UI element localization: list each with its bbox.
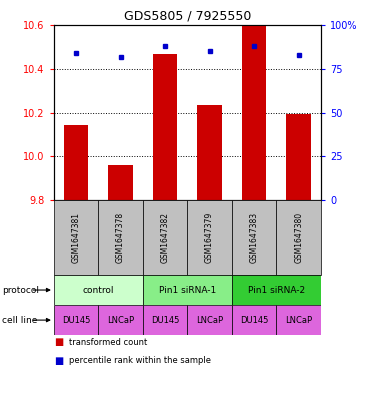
Text: Pin1 siRNA-1: Pin1 siRNA-1 xyxy=(159,286,216,294)
Text: GSM1647382: GSM1647382 xyxy=(161,212,170,263)
Bar xyxy=(98,305,143,335)
Bar xyxy=(143,305,187,335)
Text: DU145: DU145 xyxy=(62,316,90,325)
Text: DU145: DU145 xyxy=(151,316,179,325)
Bar xyxy=(108,165,133,200)
Text: DU145: DU145 xyxy=(240,316,268,325)
Bar xyxy=(187,305,232,335)
Bar xyxy=(64,125,88,200)
Bar xyxy=(242,26,266,200)
Text: GSM1647380: GSM1647380 xyxy=(294,212,303,263)
Text: protocol: protocol xyxy=(2,286,39,294)
Bar xyxy=(232,305,276,335)
Bar xyxy=(276,305,321,335)
Text: percentile rank within the sample: percentile rank within the sample xyxy=(69,356,211,365)
Bar xyxy=(197,105,222,200)
Text: transformed count: transformed count xyxy=(69,338,147,347)
Bar xyxy=(232,200,276,275)
Bar xyxy=(276,200,321,275)
Text: LNCaP: LNCaP xyxy=(196,316,223,325)
Bar xyxy=(98,200,143,275)
Bar xyxy=(187,200,232,275)
Bar xyxy=(232,275,321,305)
Text: Pin1 siRNA-2: Pin1 siRNA-2 xyxy=(248,286,305,294)
Bar xyxy=(143,200,187,275)
Text: GSM1647378: GSM1647378 xyxy=(116,212,125,263)
Text: LNCaP: LNCaP xyxy=(285,316,312,325)
Text: GSM1647379: GSM1647379 xyxy=(205,212,214,263)
Bar xyxy=(54,200,98,275)
Text: ■: ■ xyxy=(54,356,63,366)
Title: GDS5805 / 7925550: GDS5805 / 7925550 xyxy=(124,9,251,22)
Bar xyxy=(54,305,98,335)
Text: cell line: cell line xyxy=(2,316,37,325)
Bar xyxy=(286,114,311,200)
Text: control: control xyxy=(83,286,114,294)
Bar xyxy=(153,53,177,200)
Text: ■: ■ xyxy=(54,337,63,347)
Text: GSM1647381: GSM1647381 xyxy=(72,212,81,263)
Bar xyxy=(143,275,232,305)
Bar xyxy=(54,275,143,305)
Text: GSM1647383: GSM1647383 xyxy=(250,212,259,263)
Text: LNCaP: LNCaP xyxy=(107,316,134,325)
